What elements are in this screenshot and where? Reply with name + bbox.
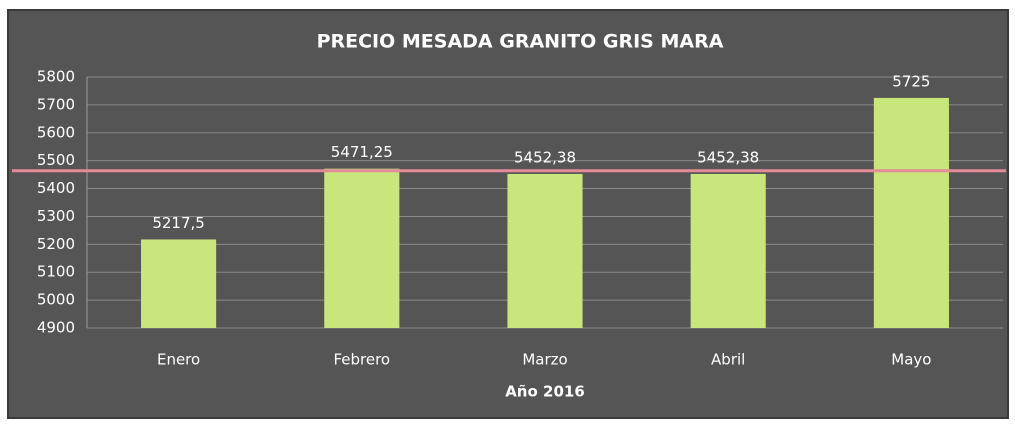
x-axis-title: Año 2016 xyxy=(505,383,585,401)
bar xyxy=(690,173,766,328)
x-tick-label: Abril xyxy=(711,351,745,369)
data-label: 5452,38 xyxy=(514,148,576,166)
data-label: 5452,38 xyxy=(697,148,759,166)
x-tick-label: Marzo xyxy=(522,351,567,369)
bar xyxy=(141,239,217,328)
y-tick-label: 5700 xyxy=(37,95,75,113)
chart-title: PRECIO MESADA GRANITO GRIS MARA xyxy=(317,31,724,53)
y-tick-label: 5600 xyxy=(37,123,75,141)
bar xyxy=(324,168,400,328)
bar xyxy=(507,173,583,328)
y-tick-label: 5300 xyxy=(37,207,75,225)
bar xyxy=(873,97,949,329)
x-tick-label: Febrero xyxy=(333,351,390,369)
x-tick-label: Enero xyxy=(157,351,200,369)
data-label: 5471,25 xyxy=(331,143,393,161)
y-tick-label: 5500 xyxy=(37,151,75,169)
y-tick-label: 5000 xyxy=(37,291,75,309)
data-label: 5217,5 xyxy=(152,214,205,232)
y-tick-label: 4900 xyxy=(37,319,75,337)
data-label: 5725 xyxy=(892,72,930,90)
y-tick-label: 5200 xyxy=(37,235,75,253)
y-tick-label: 5100 xyxy=(37,263,75,281)
x-tick-label: Mayo xyxy=(891,351,931,369)
y-tick-label: 5800 xyxy=(37,68,75,86)
y-tick-label: 5400 xyxy=(37,179,75,197)
